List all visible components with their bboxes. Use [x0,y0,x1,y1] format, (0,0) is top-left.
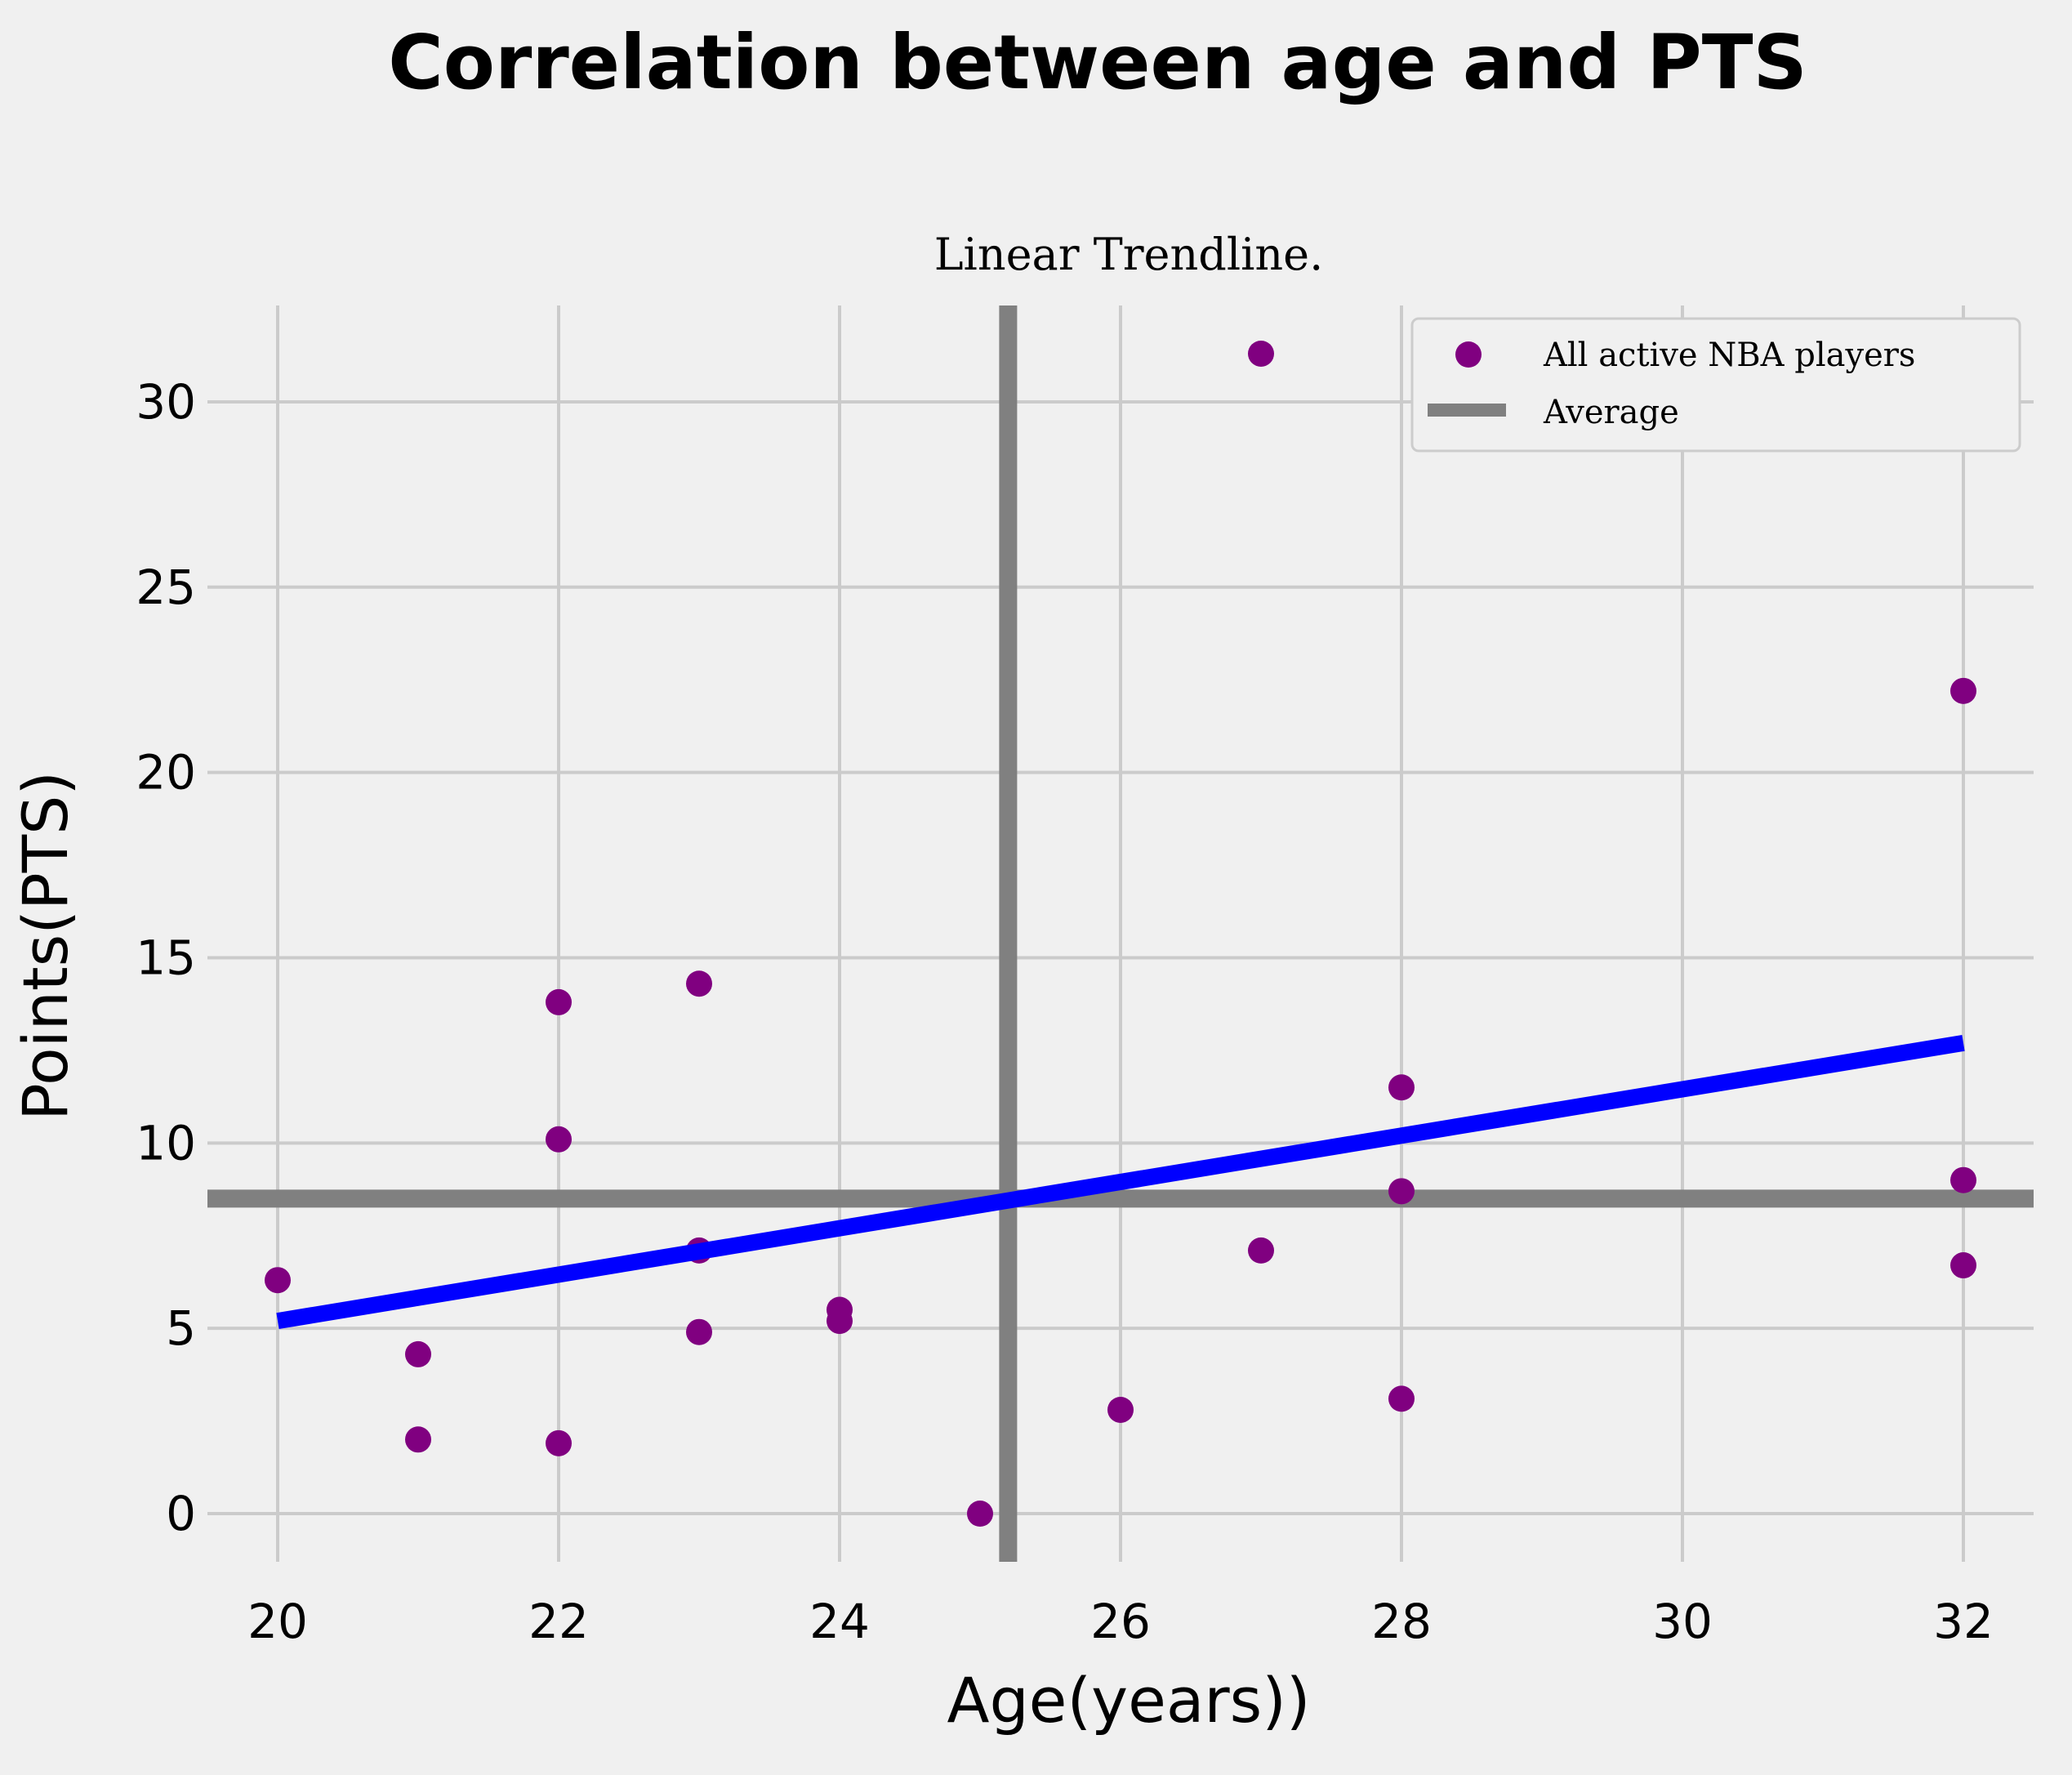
data-point [1388,1074,1415,1101]
data-point [265,1267,291,1294]
data-point [546,1126,572,1153]
legend-marker-average [1428,404,1506,417]
data-point [405,1426,431,1453]
data-point [1388,1178,1415,1205]
x-tick-label: 26 [1090,1594,1151,1649]
data-point [1248,340,1274,367]
data-point [1248,1237,1274,1264]
data-point [1388,1385,1415,1412]
x-tick-label: 28 [1371,1594,1432,1649]
x-tick-label: 32 [1933,1594,1994,1649]
grid-lines [207,305,2034,1562]
y-tick-label: 20 [136,745,196,801]
legend: All active NBA players Average [1410,317,2021,453]
data-point [827,1308,853,1335]
y-tick-label: 25 [136,560,196,615]
data-point [546,1429,572,1456]
data-point [686,970,712,997]
chart-title: Correlation between age and PTS [388,19,1807,106]
y-tick-label: 10 [136,1115,196,1171]
data-point [686,1318,712,1345]
x-axis-label: Age(years)) [947,1664,1310,1737]
chart-subtitle: Linear Trendline. [934,229,1324,280]
x-tick-label: 22 [528,1594,589,1649]
trendline [276,1034,1965,1329]
tick-labels: 20 22 24 26 28 30 32 0 5 10 15 20 25 30 [136,374,1994,1649]
legend-label-players: All active NBA players [1543,337,1915,374]
data-point [405,1340,431,1367]
legend-frame [1410,317,2021,453]
y-tick-label: 5 [166,1300,196,1356]
data-point [1950,1166,1976,1193]
data-point [1950,1252,1976,1279]
y-axis-label: Points(PTS) [9,771,82,1121]
y-tick-label: 0 [166,1486,196,1541]
data-point [967,1501,993,1527]
legend-marker-players [1455,341,1482,368]
legend-label-average: Average [1543,394,1679,431]
trendline-layer [276,1034,1965,1329]
average-lines [207,305,2034,1562]
x-tick-label: 20 [247,1594,308,1649]
scatter-points [265,340,1976,1527]
x-tick-label: 24 [809,1594,870,1649]
data-point [546,988,572,1015]
data-point [1107,1396,1134,1423]
x-tick-label: 30 [1652,1594,1713,1649]
y-tick-label: 15 [136,930,196,985]
data-point [1950,677,1976,704]
y-tick-label: 30 [136,374,196,430]
